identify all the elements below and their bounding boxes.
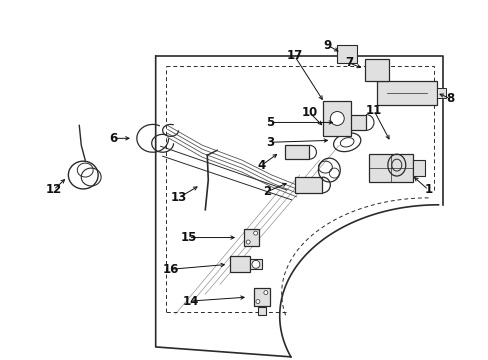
Text: 12: 12 (45, 184, 61, 197)
Bar (436, 88, 446, 98)
Bar (323, 100, 350, 136)
Text: 4: 4 (257, 159, 265, 172)
Text: 10: 10 (301, 106, 317, 119)
Text: 9: 9 (323, 39, 331, 51)
Text: 8: 8 (446, 92, 453, 105)
Text: 6: 6 (109, 132, 117, 145)
Bar (253, 288, 269, 306)
Bar (368, 154, 412, 182)
Text: 2: 2 (262, 185, 270, 198)
Text: 16: 16 (162, 263, 179, 276)
Text: 7: 7 (345, 57, 352, 69)
Circle shape (246, 240, 250, 244)
Bar (284, 145, 309, 159)
Text: 17: 17 (286, 49, 302, 63)
Bar (249, 260, 262, 269)
Circle shape (251, 260, 259, 268)
Text: 1: 1 (424, 184, 432, 197)
Text: 11: 11 (365, 104, 381, 117)
Text: 15: 15 (180, 231, 196, 244)
Circle shape (255, 300, 259, 303)
Bar (230, 256, 249, 272)
Bar (365, 59, 388, 81)
Circle shape (264, 291, 267, 294)
Bar (257, 307, 265, 315)
Bar (337, 45, 356, 63)
Bar (412, 160, 424, 176)
Bar (244, 229, 259, 247)
Circle shape (330, 112, 344, 125)
Bar (376, 81, 436, 105)
Text: 13: 13 (170, 192, 186, 204)
Text: 5: 5 (265, 116, 273, 129)
Circle shape (253, 231, 257, 235)
Text: 14: 14 (182, 294, 198, 307)
Bar (294, 177, 322, 193)
Bar (336, 114, 366, 130)
Text: 3: 3 (265, 136, 273, 149)
